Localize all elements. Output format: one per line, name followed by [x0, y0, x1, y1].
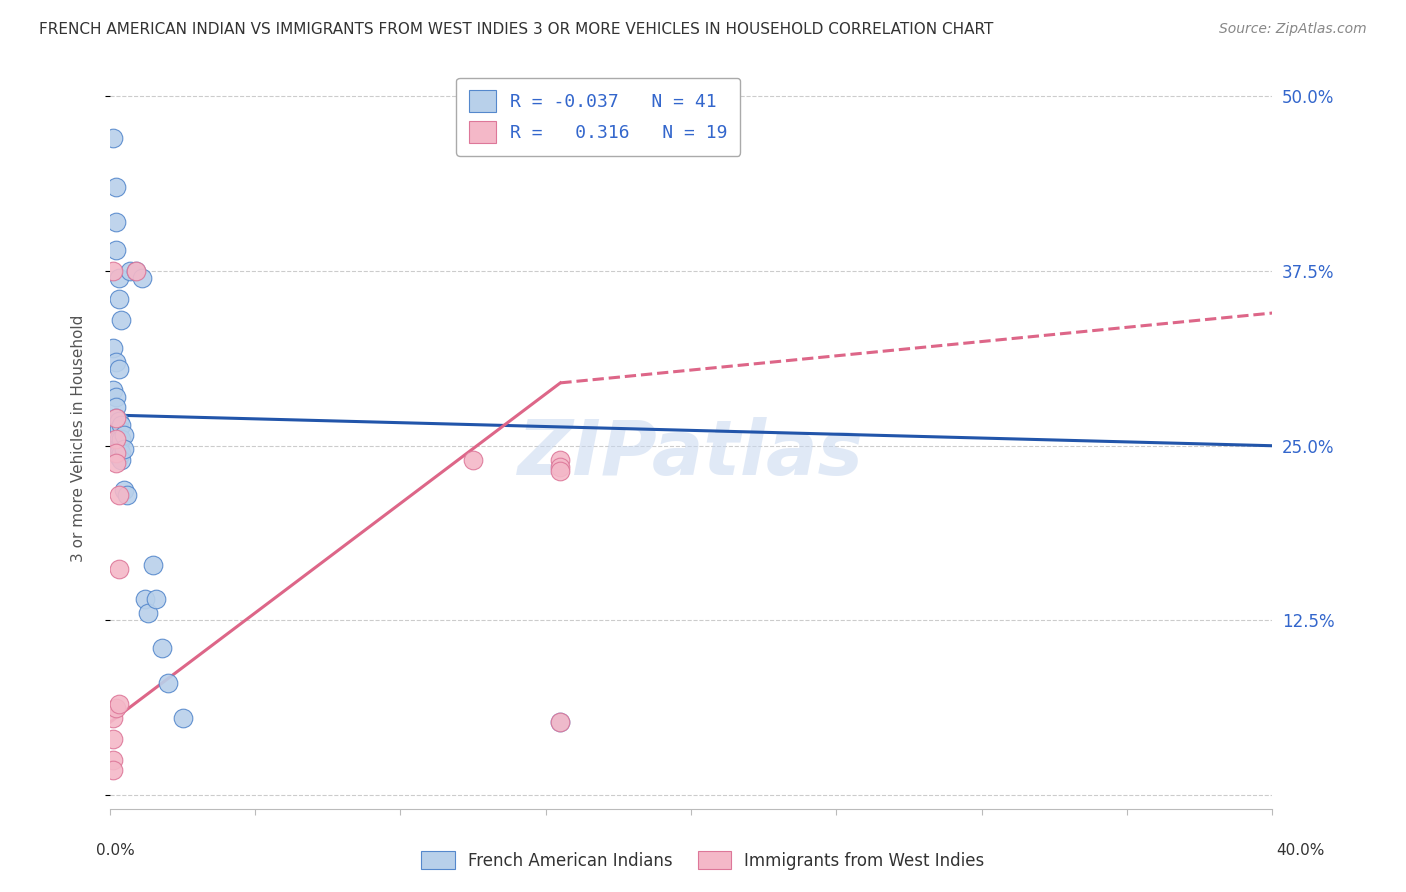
Point — [550, 464, 572, 478]
Point — [142, 558, 165, 572]
Point — [101, 131, 124, 145]
Point — [104, 180, 127, 194]
Point — [150, 641, 173, 656]
Point — [101, 753, 124, 767]
Point — [131, 271, 153, 285]
Point — [550, 452, 572, 467]
Point — [104, 400, 127, 414]
Point — [107, 446, 129, 460]
Point — [107, 432, 129, 446]
Point — [101, 383, 124, 397]
Text: 0.0%: 0.0% — [96, 843, 135, 858]
Point — [112, 442, 135, 456]
Point — [107, 697, 129, 711]
Point — [172, 711, 194, 725]
Point — [136, 607, 159, 621]
Point — [104, 432, 127, 446]
Point — [104, 701, 127, 715]
Point — [101, 763, 124, 777]
Point — [120, 264, 142, 278]
Point — [104, 243, 127, 257]
Point — [107, 362, 129, 376]
Point — [145, 592, 167, 607]
Point — [107, 422, 129, 436]
Point — [107, 450, 129, 464]
Point — [104, 410, 127, 425]
Point — [101, 732, 124, 747]
Legend: R = -0.037   N = 41, R =   0.316   N = 19: R = -0.037 N = 41, R = 0.316 N = 19 — [456, 78, 741, 156]
Point — [107, 442, 129, 456]
Text: ZIPatlas: ZIPatlas — [519, 417, 865, 491]
Point — [104, 410, 127, 425]
Point — [550, 715, 572, 730]
Point — [110, 417, 132, 432]
Point — [550, 459, 572, 474]
Point — [107, 562, 129, 576]
Point — [104, 446, 127, 460]
Point — [107, 488, 129, 502]
Point — [134, 592, 156, 607]
Point — [110, 446, 132, 460]
Point — [104, 215, 127, 229]
Point — [156, 676, 179, 690]
Y-axis label: 3 or more Vehicles in Household: 3 or more Vehicles in Household — [72, 315, 86, 563]
Point — [101, 711, 124, 725]
Point — [110, 432, 132, 446]
Point — [107, 414, 129, 428]
Point — [112, 483, 135, 498]
Point — [125, 264, 148, 278]
Point — [104, 390, 127, 404]
Point — [104, 417, 127, 432]
Point — [110, 313, 132, 327]
Point — [107, 292, 129, 306]
Point — [463, 452, 485, 467]
Text: 40.0%: 40.0% — [1277, 843, 1324, 858]
Point — [112, 427, 135, 442]
Text: Source: ZipAtlas.com: Source: ZipAtlas.com — [1219, 22, 1367, 37]
Point — [107, 271, 129, 285]
Point — [107, 439, 129, 453]
Point — [101, 341, 124, 355]
Legend: French American Indians, Immigrants from West Indies: French American Indians, Immigrants from… — [415, 845, 991, 877]
Point — [101, 264, 124, 278]
Point — [104, 355, 127, 369]
Point — [110, 452, 132, 467]
Point — [104, 456, 127, 470]
Point — [117, 488, 139, 502]
Text: FRENCH AMERICAN INDIAN VS IMMIGRANTS FROM WEST INDIES 3 OR MORE VEHICLES IN HOUS: FRENCH AMERICAN INDIAN VS IMMIGRANTS FRO… — [39, 22, 994, 37]
Point — [550, 715, 572, 730]
Point — [125, 264, 148, 278]
